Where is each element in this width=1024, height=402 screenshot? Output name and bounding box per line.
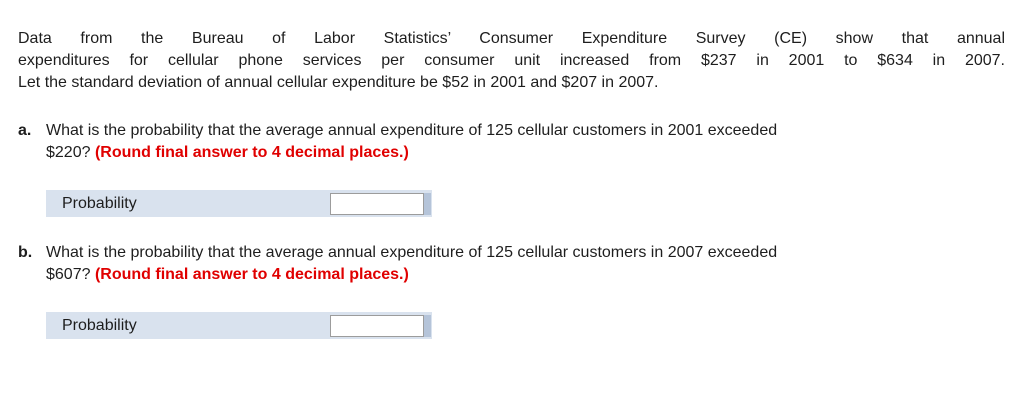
probability-label-b: Probability	[62, 316, 137, 334]
problem-statement: Data from the Bureau of Labor Statistics…	[18, 28, 1005, 94]
part-a-question-line-1: What is the probability that the average…	[46, 122, 778, 139]
probability-answer-row-b: Probability	[46, 312, 432, 339]
part-b-question: What is the probability that the average…	[46, 242, 1005, 286]
probability-input-a[interactable]	[330, 192, 424, 215]
part-b-label: b.	[18, 244, 33, 261]
part-b-question-line-2: $607? (Round final answer to 4 decimal p…	[46, 264, 1005, 286]
part-a-question: What is the probability that the average…	[46, 120, 1005, 164]
part-b-question-line-1: What is the probability that the average…	[46, 244, 778, 261]
part-b-rounding-instruction: (Round final answer to 4 decimal places.…	[94, 266, 409, 283]
part-a: a. What is the probability that the aver…	[18, 120, 1005, 164]
intro-line-2: expenditures for cellular phone services…	[18, 52, 1005, 69]
part-a-question-line-2: $220? (Round final answer to 4 decimal p…	[46, 142, 1005, 164]
probability-answer-row-a: Probability	[46, 190, 432, 217]
part-b-question-amount: $607?	[46, 266, 91, 283]
intro-line-1: Data from the Bureau of Labor Statistics…	[18, 30, 1005, 47]
input-edge-strip-b	[424, 314, 431, 337]
problem-page: Data from the Bureau of Labor Statistics…	[18, 28, 1005, 339]
part-a-rounding-instruction: (Round final answer to 4 decimal places.…	[94, 144, 409, 161]
intro-line-3: Let the standard deviation of annual cel…	[18, 74, 659, 91]
probability-input-b[interactable]	[330, 314, 424, 337]
part-a-label: a.	[18, 122, 32, 139]
probability-label-a: Probability	[62, 194, 137, 212]
input-edge-strip-a	[424, 192, 431, 215]
part-a-question-amount: $220?	[46, 144, 91, 161]
part-b: b. What is the probability that the aver…	[18, 242, 1005, 286]
